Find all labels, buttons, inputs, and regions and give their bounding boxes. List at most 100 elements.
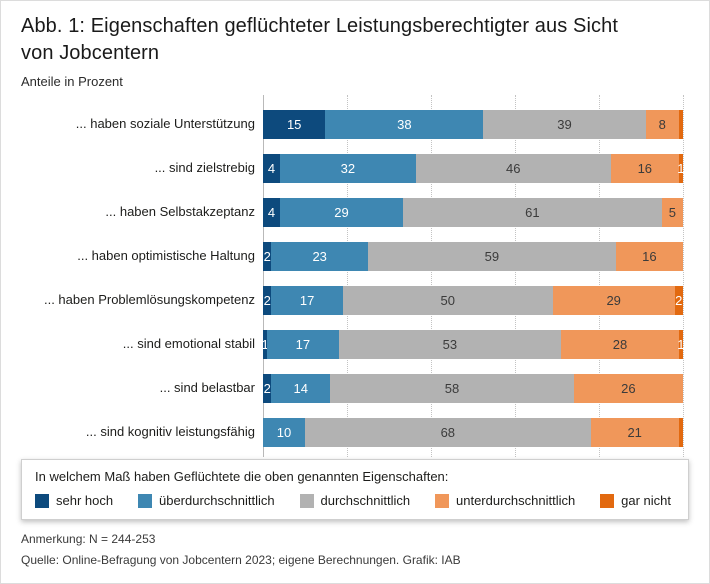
stacked-bar: 1 17 53 28 1: [261, 329, 685, 359]
legend-item-sehr_hoch: sehr hoch: [35, 493, 113, 508]
stacked-bar: 4 32 46 16 1: [263, 153, 685, 183]
bar-value-label: 17: [299, 292, 315, 308]
bar-segment-ueberdurchschnittlich: 32: [279, 153, 416, 183]
bar-segment-durchschnittlich: 46: [415, 153, 611, 183]
bar-segment-durchschnittlich: 58: [330, 373, 574, 403]
bar-value-label: 16: [642, 248, 657, 264]
legend-swatch-sehr_hoch: [35, 493, 49, 508]
bar-value-label: 2: [675, 292, 683, 308]
chart-row: ... haben Selbstakzeptanz 4 29 61 5: [21, 190, 683, 234]
bar-segment-sehr_hoch: 4: [263, 153, 280, 183]
bar-value-label: 21: [627, 424, 642, 440]
bar-value-label: 26: [621, 380, 636, 396]
legend-swatch-durchschnittlich: [299, 493, 314, 508]
bar-segment-unterdurchschnittlich: 5: [661, 197, 683, 227]
chart-gridlines: [263, 95, 684, 457]
bar-value-label: 46: [506, 160, 521, 176]
stacked-bar: 2 17 50 29 2: [263, 285, 683, 315]
bar-segment-durchschnittlich: 39: [483, 109, 646, 139]
bar-segment-unterdurchschnittlich: 26: [573, 373, 683, 403]
legend-item-unterdurchschnittlich: unterdurchschnittlich: [435, 493, 575, 508]
legend-item-ueberdurchschnittlich: überdurchschnittlich: [137, 493, 275, 508]
gridline-60: [515, 95, 516, 457]
chart-rows: ... haben soziale Unterstützung 15 38 39 8..…: [21, 102, 685, 454]
gridline-80: [599, 95, 600, 457]
legend-item-gar_nicht: gar nicht: [600, 493, 671, 508]
bar-value-label: 39: [557, 116, 572, 132]
bar-value-label: 2: [263, 380, 271, 396]
bar-value-label: 5: [668, 204, 676, 220]
bar-segment-ueberdurchschnittlich: 14: [271, 373, 331, 403]
bar-segment-unterdurchschnittlich: 16: [610, 153, 679, 183]
bar-value-label: 59: [484, 248, 500, 264]
stacked-bar: 4 29 61 5: [263, 197, 683, 227]
gridline-100: [683, 95, 684, 457]
bar-segment-durchschnittlich: 61: [402, 197, 662, 227]
bar-segment-ueberdurchschnittlich: 10: [263, 417, 305, 447]
legend-box: In welchem Maß haben Geflüchtete die obe…: [21, 459, 689, 520]
gridline-40: [431, 95, 432, 457]
category-label: ... sind emotional stabil: [122, 336, 255, 352]
bar-segment-sehr_hoch: 4: [263, 197, 280, 227]
legend-swatch-ueberdurchschnittlich: [137, 493, 152, 508]
stacked-bar: 10 68 21: [263, 417, 683, 447]
bar-value-label: 29: [606, 292, 621, 308]
category-label: ... sind belastbar: [159, 380, 255, 396]
bar-segment-ueberdurchschnittlich: 17: [267, 329, 339, 359]
bar-value-label: 15: [286, 116, 302, 132]
bar-segment-durchschnittlich: 53: [338, 329, 562, 359]
bar-value-label: 61: [525, 204, 540, 220]
bar-value-label: 1: [261, 336, 269, 352]
figure-title-line1: Abb. 1: Eigenschaften geflüchteter Leist…: [21, 15, 618, 37]
bar-segment-gar_nicht: [678, 417, 683, 447]
bar-value-label: 2: [263, 292, 271, 308]
bar-segment-unterdurchschnittlich: 29: [552, 285, 675, 315]
bar-value-label: 16: [637, 160, 653, 176]
bar-segment-sehr_hoch: 2: [263, 373, 272, 403]
bar-segment-unterdurchschnittlich: 16: [615, 241, 683, 271]
bar-value-label: 1: [677, 160, 685, 176]
bar-segment-durchschnittlich: 68: [305, 417, 591, 447]
bar-segment-sehr_hoch: 1: [261, 329, 269, 359]
legend-title: In welchem Maß haben Geflüchtete die obe…: [35, 469, 449, 484]
legend-label: durchschnittlich: [320, 493, 411, 508]
bar-value-label: 53: [442, 336, 458, 352]
bar-segment-unterdurchschnittlich: 28: [561, 329, 679, 359]
figure-title: Abb. 1: Eigenschaften geflüchteter Leist…: [21, 13, 689, 67]
bar-segment-ueberdurchschnittlich: 23: [271, 241, 368, 271]
bar-value-label: 17: [295, 336, 311, 352]
chart-row: ... sind emotional stabil 1 17 53 28 1: [21, 322, 685, 366]
legend-item-durchschnittlich: durchschnittlich: [299, 493, 411, 508]
bar-value-label: 14: [293, 380, 309, 396]
bar-segment-ueberdurchschnittlich: 29: [279, 197, 403, 227]
bar-value-label: 1: [677, 336, 685, 352]
bar-segment-sehr_hoch: 2: [263, 241, 272, 271]
chart-row: ... haben optimistische Haltung 2 23 59 16: [21, 234, 683, 278]
stacked-bar: 15 38 39 8: [263, 109, 683, 139]
category-label: ... haben Selbstakzeptanz: [105, 204, 255, 220]
legend-swatch-gar_nicht: [600, 493, 615, 508]
bar-value-label: 4: [267, 204, 276, 220]
bar-value-label: 8: [658, 116, 666, 132]
bar-segment-durchschnittlich: 50: [342, 285, 553, 315]
bar-segment-gar_nicht: 2: [674, 285, 683, 315]
bar-value-label: 28: [612, 336, 628, 352]
bar-segment-ueberdurchschnittlich: 38: [325, 109, 484, 139]
legend-label: unterdurchschnittlich: [456, 493, 576, 508]
category-label: ... haben soziale Unterstützung: [75, 116, 255, 132]
bar-value-label: 2: [263, 248, 271, 264]
source-text: Quelle: Online-Befragung von Jobcentern …: [21, 553, 461, 567]
bar-value-label: 50: [440, 292, 456, 308]
bar-value-label: 4: [267, 160, 276, 176]
legend-label: sehr hoch: [56, 493, 114, 508]
category-label: ... sind kognitiv leistungsfähig: [85, 424, 255, 440]
bar-segment-gar_nicht: 1: [677, 153, 685, 183]
stacked-bar-chart: ... haben soziale Unterstützung 15 38 39 8..…: [21, 95, 685, 457]
bar-segment-unterdurchschnittlich: 21: [590, 417, 679, 447]
bar-value-label: 10: [276, 424, 292, 440]
chart-row: ... sind zielstrebig 4 32 46 16 1: [21, 146, 685, 190]
legend-items: sehr hoch überdurchschnittlich durchschnit…: [35, 493, 675, 508]
chart-row: ... sind kognitiv leistungsfähig 10 68 21: [21, 410, 683, 454]
bar-value-label: 68: [440, 424, 456, 440]
figure-subtitle: Anteile in Prozent: [21, 74, 123, 89]
